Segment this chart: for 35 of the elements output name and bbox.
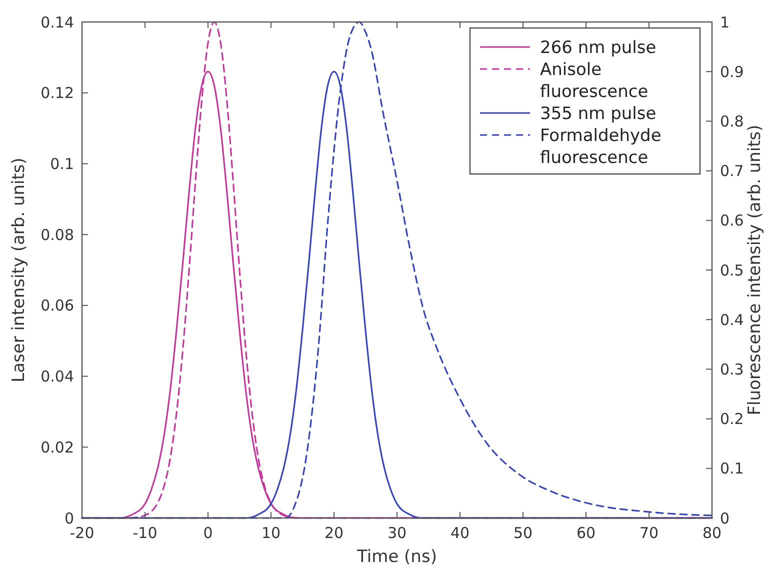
y2-tick-label: 0.6 — [720, 212, 744, 230]
y2-tick-label: 0.5 — [720, 261, 744, 280]
x-tick-label: -10 — [132, 524, 158, 542]
x-tick-label: 60 — [576, 524, 596, 542]
legend-label: 266 nm pulse — [540, 38, 656, 58]
y2-tick-label: 0.7 — [720, 162, 744, 180]
y2-axis-title: Fluorescence intensity (arb. units) — [745, 124, 765, 416]
y-tick-label: 0.06 — [40, 296, 74, 315]
legend-label: 355 nm pulse — [540, 104, 656, 124]
y-tick-label: 0.02 — [40, 438, 74, 456]
y2-tick-label: 0.2 — [720, 410, 744, 428]
y-axis-title: Laser intensity (arb. units) — [9, 158, 29, 382]
y-tick-label: 0.14 — [40, 13, 74, 32]
y-tick-label: 0.04 — [40, 368, 74, 386]
x-tick-label: 20 — [324, 524, 344, 542]
x-tick-label: 0 — [203, 524, 213, 542]
y-tick-label: 0.12 — [40, 84, 74, 102]
y-tick-label: 0.08 — [40, 226, 74, 244]
y2-tick-label: 0.3 — [720, 360, 744, 378]
y2-tick-label: 0.9 — [720, 62, 744, 81]
legend-label: Formaldehyde fluorescence — [540, 126, 662, 168]
x-tick-label: 10 — [261, 524, 281, 542]
legend-label: Anisole fluorescence — [540, 60, 648, 102]
x-tick-label: 30 — [387, 524, 407, 542]
x-tick-label: 80 — [702, 524, 722, 542]
y2-tick-label: 0 — [720, 509, 730, 528]
x-tick-label: 70 — [639, 524, 659, 542]
y2-tick-label: 0.4 — [720, 310, 744, 329]
y2-tick-label: 1 — [720, 13, 730, 32]
y2-tick-label: 0.1 — [720, 460, 744, 478]
x-axis-title: Time (ns) — [356, 547, 437, 567]
y2-tick-label: 0.8 — [720, 112, 744, 130]
x-tick-label: 50 — [513, 524, 533, 542]
y-tick-label: 0.1 — [50, 154, 74, 173]
x-tick-label: 40 — [450, 524, 470, 542]
